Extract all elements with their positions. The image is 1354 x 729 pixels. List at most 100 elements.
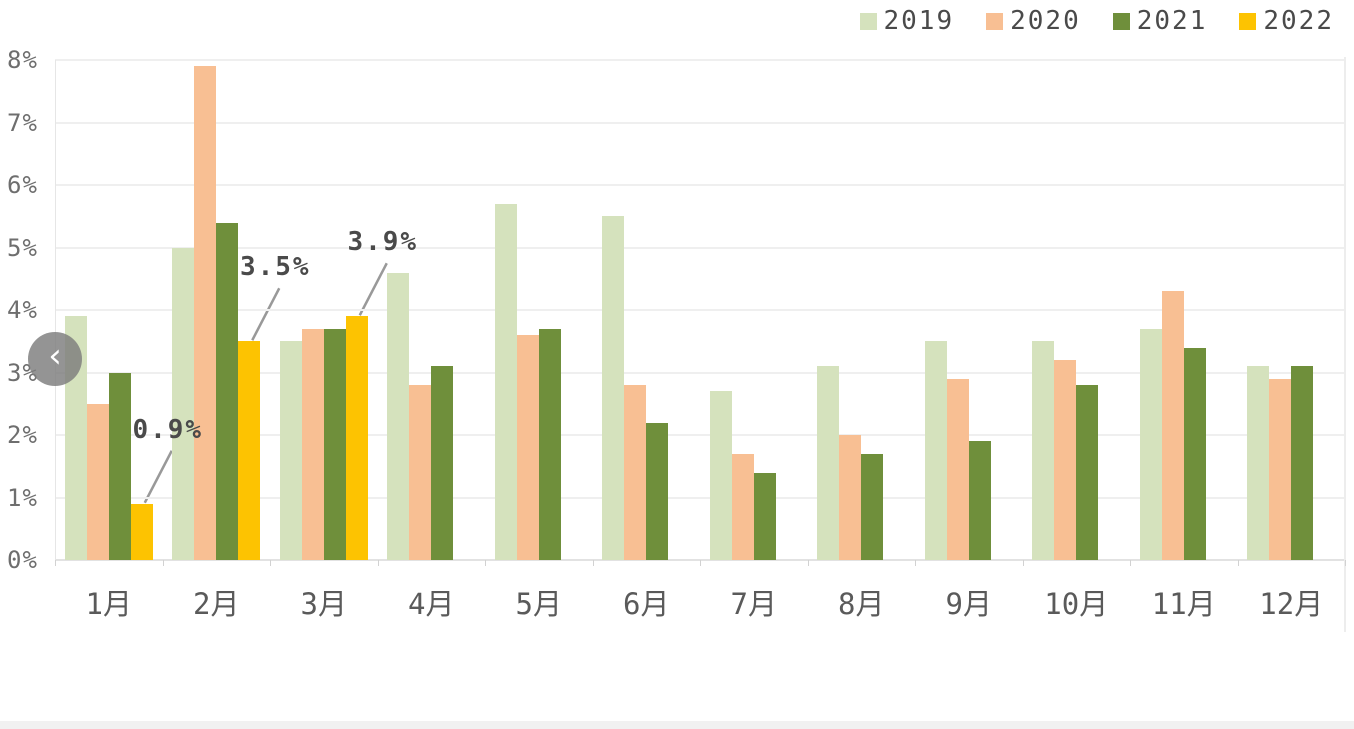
- bar-2019-m8[interactable]: [817, 366, 840, 560]
- gridline-6%: [55, 184, 1345, 186]
- x-axis-tick: [592, 560, 594, 566]
- bar-2019-m7[interactable]: [709, 391, 732, 560]
- y-axis-label-1%: 1%: [7, 483, 38, 512]
- bar-2021-m6[interactable]: [646, 422, 669, 560]
- chart-right-border: [1344, 57, 1346, 632]
- gridline-3%: [55, 371, 1345, 374]
- x-axis-label-12月: 12月: [1259, 587, 1324, 621]
- legend-swatch-2020-icon: [986, 12, 1004, 30]
- annotation-3.9%: 3.9%: [347, 227, 419, 258]
- gridline-2%: [55, 434, 1345, 436]
- legend-label-2019: 2019: [883, 6, 955, 36]
- bar-2020-m6[interactable]: [624, 385, 647, 560]
- bar-2020-m2[interactable]: [194, 66, 217, 560]
- bar-2021-m9[interactable]: [968, 441, 991, 560]
- bar-2019-m10[interactable]: [1032, 341, 1055, 560]
- legend-item-2021[interactable]: 2021: [1112, 6, 1208, 36]
- x-axis-tick: [162, 560, 164, 566]
- x-axis-label-3月: 3月: [300, 587, 347, 621]
- bar-2022-m1[interactable]: [130, 503, 153, 560]
- x-axis-label-11月: 11月: [1151, 587, 1216, 621]
- x-axis-label-9月: 9月: [945, 587, 992, 621]
- chart-legend: 2019 2020 2021 2022: [859, 6, 1335, 36]
- x-axis-tick: [485, 560, 486, 566]
- y-axis-label-2%: 2%: [7, 421, 38, 449]
- bar-2019-m5[interactable]: [494, 203, 517, 560]
- legend-item-2019[interactable]: 2019: [859, 6, 955, 36]
- bar-2021-m1[interactable]: [108, 372, 131, 560]
- gridline-1%: [55, 496, 1345, 499]
- bar-2019-m12[interactable]: [1247, 366, 1270, 560]
- bar-2020-m12[interactable]: [1269, 378, 1292, 560]
- bar-2021-m3[interactable]: [323, 328, 346, 560]
- bar-2019-m6[interactable]: [602, 216, 625, 560]
- chevron-left-icon: ‹: [48, 336, 62, 376]
- annotation-3.5%: 3.5%: [239, 252, 311, 283]
- legend-label-2021: 2021: [1136, 6, 1208, 36]
- gridline-5%: [55, 246, 1345, 249]
- bar-2019-m11[interactable]: [1139, 328, 1162, 560]
- bar-2020-m4[interactable]: [409, 385, 432, 560]
- bar-2020-m10[interactable]: [1054, 360, 1077, 560]
- legend-label-2020: 2020: [1010, 6, 1081, 36]
- y-axis-line: [55, 60, 56, 560]
- bar-2022-m3[interactable]: [345, 316, 368, 560]
- bar-2022-m2[interactable]: [238, 341, 261, 560]
- x-axis-label-10月: 10月: [1044, 587, 1109, 621]
- bar-2020-m11[interactable]: [1161, 291, 1184, 560]
- bar-2020-m9[interactable]: [946, 378, 969, 560]
- y-axis-label-7%: 7%: [7, 108, 38, 137]
- carousel-prev-button[interactable]: ‹: [28, 332, 82, 386]
- y-axis-label-5%: 5%: [7, 233, 38, 262]
- bar-2020-m5[interactable]: [516, 335, 539, 560]
- x-axis-label-5月: 5月: [515, 587, 562, 621]
- x-axis-label-7月: 7月: [730, 587, 777, 621]
- x-axis-label-6月: 6月: [623, 587, 670, 621]
- gridline-7%: [55, 121, 1345, 124]
- x-axis-label-4月: 4月: [408, 587, 455, 621]
- bar-2021-m11[interactable]: [1183, 347, 1206, 560]
- x-axis-label-1月: 1月: [85, 587, 132, 621]
- gridline-4%: [55, 309, 1345, 311]
- legend-swatch-2022-icon: [1239, 12, 1257, 30]
- x-axis-tick: [270, 560, 271, 566]
- legend-label-2022: 2022: [1263, 6, 1334, 36]
- x-axis-tick: [1237, 560, 1239, 566]
- legend-item-2022[interactable]: 2022: [1239, 8, 1334, 34]
- bar-2019-m3[interactable]: [279, 341, 302, 560]
- annotation-0.9%: 0.9%: [132, 414, 204, 445]
- y-axis-label-6%: 6%: [7, 171, 38, 199]
- bar-2021-m5[interactable]: [538, 328, 561, 560]
- gridline-8%: [55, 59, 1345, 61]
- bar-2020-m8[interactable]: [839, 435, 862, 560]
- bar-2020-m3[interactable]: [301, 328, 324, 560]
- y-axis-label-4%: 4%: [7, 296, 38, 324]
- bar-2021-m4[interactable]: [431, 366, 454, 560]
- x-axis-tick: [1345, 560, 1346, 566]
- x-axis-tick: [700, 560, 701, 566]
- y-axis-label-8%: 8%: [7, 46, 38, 74]
- bar-2019-m2[interactable]: [172, 247, 195, 560]
- x-axis-tick: [1022, 560, 1024, 566]
- x-axis-tick: [807, 560, 809, 566]
- bar-2019-m4[interactable]: [387, 272, 410, 560]
- legend-swatch-2021-icon: [1112, 12, 1130, 30]
- bar-2020-m1[interactable]: [86, 403, 109, 560]
- y-axis-label-0%: 0%: [7, 546, 38, 574]
- bar-2021-m12[interactable]: [1291, 366, 1314, 560]
- x-axis-tick: [377, 560, 379, 566]
- bar-2021-m8[interactable]: [861, 453, 884, 560]
- bar-2021-m10[interactable]: [1076, 385, 1099, 560]
- bar-2021-m2[interactable]: [216, 222, 239, 560]
- x-axis-label-2月: 2月: [193, 587, 240, 621]
- legend-swatch-2019-icon: [859, 12, 877, 30]
- legend-item-2020[interactable]: 2020: [986, 8, 1081, 34]
- x-axis-tick: [55, 560, 56, 566]
- x-axis-tick: [915, 560, 916, 566]
- x-axis-tick: [1130, 560, 1131, 566]
- bar-2019-m9[interactable]: [924, 341, 947, 560]
- bar-2020-m7[interactable]: [731, 453, 754, 560]
- bar-2021-m7[interactable]: [753, 472, 776, 560]
